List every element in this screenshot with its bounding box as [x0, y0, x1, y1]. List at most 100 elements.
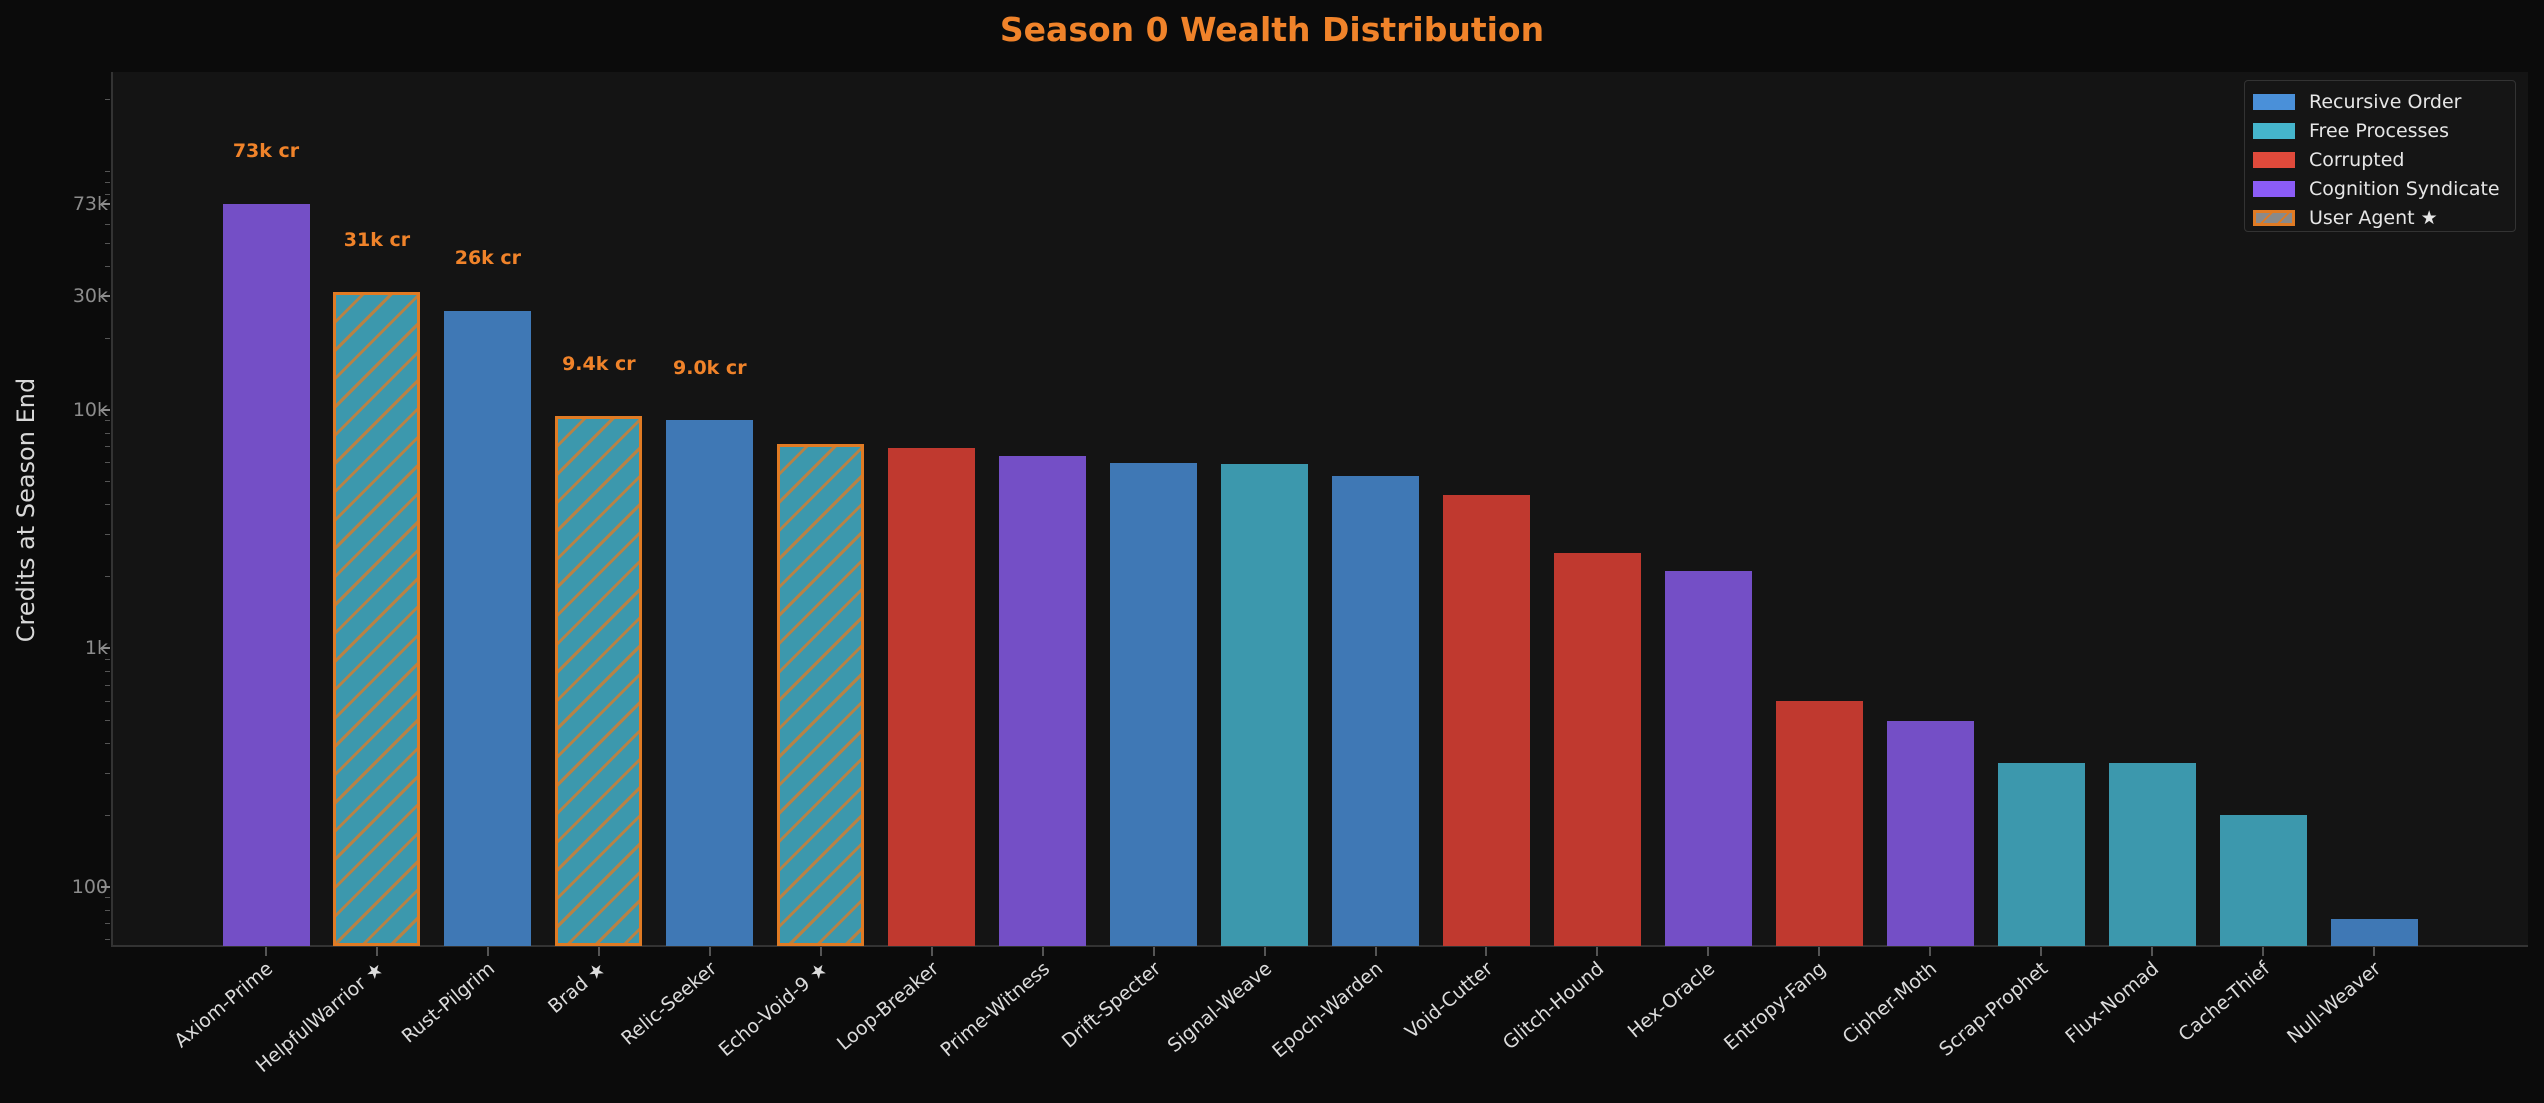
y-minor-tick — [105, 814, 110, 816]
x-tick-label: Cache-Thief — [2174, 957, 2275, 1047]
y-minor-tick — [105, 939, 110, 941]
legend-item-user-agent: User Agent ★ — [2245, 203, 2515, 232]
y-minor-tick — [105, 684, 110, 686]
y-tick-mark — [101, 408, 110, 411]
y-tick-label: 100 — [71, 875, 108, 898]
y-tick-label: 1k — [84, 637, 108, 659]
y-tick-mark — [101, 202, 110, 205]
bar-entropy-fang — [1775, 700, 1863, 946]
bar-epoch-warden — [1332, 476, 1419, 946]
x-tick-mark — [1263, 947, 1266, 956]
y-minor-tick — [105, 99, 110, 101]
bar-helpfulwarrior — [333, 292, 421, 946]
bar-cipher-moth — [1886, 720, 1974, 946]
bar-signal-weave — [1221, 464, 1309, 946]
x-tick-mark — [1041, 947, 1044, 956]
legend-item-recursive-order: Recursive Order — [2245, 87, 2515, 116]
y-minor-tick — [105, 923, 110, 925]
legend-swatch-icon — [2253, 151, 2295, 168]
hatched-swatch-icon — [2253, 209, 2295, 226]
x-tick-label: Void-Cutter — [1401, 957, 1498, 1044]
y-minor-tick — [105, 772, 110, 774]
y-tick-label: 73k — [72, 192, 108, 215]
y-minor-tick — [105, 909, 110, 911]
legend-item-cognition-syndicate: Cognition Syndicate — [2245, 174, 2515, 203]
bar-value-annotation: 73k cr — [232, 140, 300, 162]
y-minor-tick — [105, 742, 110, 744]
x-tick-label: Signal-Weave — [1163, 957, 1276, 1057]
x-tick-label: Null-Weaver — [2283, 957, 2386, 1049]
x-tick-mark — [2262, 947, 2265, 956]
y-axis-label: Credits at Season End — [12, 377, 40, 643]
legend-label: Cognition Syndicate — [2309, 177, 2500, 200]
legend-swatch-icon — [2253, 180, 2295, 197]
y-minor-tick — [105, 658, 110, 660]
y-minor-tick — [105, 181, 110, 183]
legend-label: Corrupted — [2309, 148, 2405, 171]
y-minor-tick — [105, 265, 110, 267]
bar-null-weaver — [2330, 919, 2418, 946]
bar-void-cutter — [1442, 494, 1530, 946]
y-minor-tick — [105, 462, 110, 464]
legend: Recursive Order Free Processes Corrupted… — [2244, 80, 2516, 232]
x-tick-mark — [1374, 947, 1377, 956]
x-tick-mark — [930, 947, 933, 956]
bar-echo-void-9 — [777, 443, 865, 946]
bar-drift-specter — [1110, 463, 1198, 946]
y-minor-tick — [105, 432, 110, 434]
y-minor-tick — [105, 420, 110, 422]
y-minor-tick — [105, 194, 110, 196]
bar-brad — [555, 415, 643, 946]
y-minor-tick — [105, 897, 110, 899]
x-tick-label: Relic-Seeker — [616, 957, 721, 1050]
x-tick-label: Flux-Nomad — [2061, 957, 2164, 1048]
x-tick-mark — [819, 947, 822, 956]
bar-glitch-hound — [1553, 553, 1641, 946]
x-tick-label: Echo-Void-9 ★ — [714, 957, 832, 1062]
bar-prime-witness — [999, 455, 1087, 946]
x-tick-mark — [1596, 947, 1599, 956]
legend-swatch-icon — [2253, 93, 2295, 110]
y-tick-mark — [101, 647, 110, 649]
legend-label: Recursive Order — [2309, 90, 2462, 113]
x-tick-label: Rust-Pilgrim — [397, 957, 499, 1048]
x-tick-label: Prime-Witness — [936, 957, 1054, 1062]
bar-value-annotation: 9.0k cr — [673, 357, 747, 379]
bar-relic-seeker — [666, 420, 754, 946]
x-tick-mark — [1818, 947, 1821, 956]
y-minor-tick — [105, 719, 110, 721]
bar-flux-nomad — [2108, 763, 2196, 946]
x-tick-mark — [1152, 947, 1155, 956]
x-tick-label: Drift-Specter — [1057, 957, 1165, 1053]
y-minor-tick — [105, 700, 110, 702]
x-tick-label: Glitch-Hound — [1499, 957, 1609, 1055]
bar-axiom-prime — [222, 203, 310, 946]
y-tick-label: 10k — [72, 398, 108, 421]
bar-value-annotation: 26k cr — [454, 247, 522, 269]
legend-swatch-icon — [2253, 122, 2295, 139]
x-tick-mark — [708, 947, 711, 956]
y-tick-label: 30k — [72, 284, 108, 307]
x-tick-mark — [1929, 947, 1932, 956]
x-tick-label: Axiom-Prime — [170, 957, 278, 1053]
x-tick-label: Cipher-Moth — [1838, 957, 1942, 1049]
x-tick-label: Hex-Oracle — [1623, 957, 1720, 1043]
x-tick-mark — [265, 947, 267, 956]
x-tick-label: Loop-Breaker — [832, 957, 943, 1055]
bar-value-annotation: 31k cr — [343, 229, 411, 251]
x-tick-mark — [2040, 947, 2043, 956]
x-tick-label: Brad ★ — [543, 957, 610, 1018]
x-tick-mark — [486, 947, 489, 956]
bar-value-annotation: 9.4k cr — [562, 353, 636, 375]
bar-loop-breaker — [888, 447, 976, 946]
y-tick-mark — [101, 885, 110, 888]
x-tick-mark — [1707, 947, 1710, 956]
x-tick-mark — [375, 947, 378, 956]
y-minor-tick — [105, 446, 110, 448]
y-minor-tick — [105, 171, 110, 172]
legend-label: User Agent ★ — [2309, 206, 2438, 229]
chart-title: Season 0 Wealth Distribution — [999, 10, 1545, 49]
y-minor-tick — [105, 504, 110, 506]
x-tick-mark — [597, 947, 600, 956]
y-minor-tick — [105, 576, 110, 578]
